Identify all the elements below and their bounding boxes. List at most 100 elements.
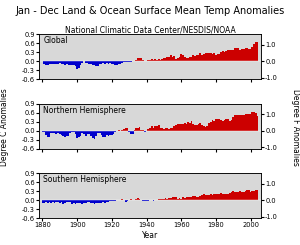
Bar — [99, 61, 100, 64]
Bar — [106, 61, 107, 63]
Bar — [102, 200, 104, 202]
Bar — [225, 51, 227, 61]
Bar — [94, 200, 95, 204]
Bar — [222, 51, 224, 61]
Bar — [178, 198, 180, 200]
Bar — [92, 131, 94, 138]
Bar — [222, 194, 224, 200]
Bar — [203, 54, 205, 61]
Bar — [206, 53, 208, 61]
Bar — [113, 200, 114, 201]
Bar — [227, 194, 229, 200]
Bar — [213, 121, 215, 131]
Bar — [75, 61, 76, 66]
Bar — [217, 119, 218, 131]
Bar — [109, 131, 111, 135]
Bar — [257, 116, 258, 131]
Bar — [253, 191, 255, 200]
Bar — [42, 131, 43, 132]
Bar — [50, 200, 52, 203]
Bar — [144, 200, 146, 201]
Bar — [85, 200, 87, 203]
Bar — [194, 125, 196, 131]
Bar — [241, 49, 243, 61]
Bar — [234, 192, 236, 200]
Bar — [163, 58, 165, 61]
Bar — [64, 61, 66, 64]
Bar — [122, 130, 123, 131]
Bar — [158, 124, 160, 131]
Bar — [45, 61, 47, 65]
Bar — [43, 200, 45, 203]
Bar — [184, 123, 186, 131]
Text: Degree C Anomalies: Degree C Anomalies — [0, 88, 9, 166]
Bar — [189, 123, 191, 131]
Bar — [210, 53, 212, 61]
Bar — [225, 194, 227, 200]
Bar — [200, 53, 201, 61]
Bar — [80, 200, 82, 203]
Bar — [232, 191, 234, 200]
Bar — [64, 131, 66, 137]
Bar — [113, 61, 114, 64]
Bar — [236, 192, 238, 200]
Bar — [59, 200, 61, 203]
Bar — [173, 197, 175, 200]
Bar — [224, 194, 225, 200]
Bar — [167, 198, 168, 200]
Bar — [165, 58, 167, 61]
Bar — [80, 131, 82, 136]
Bar — [180, 54, 182, 61]
Bar — [246, 190, 248, 200]
Bar — [201, 125, 203, 131]
Bar — [156, 60, 158, 61]
Bar — [255, 190, 257, 200]
Bar — [97, 61, 99, 66]
Bar — [238, 115, 239, 131]
Bar — [172, 57, 173, 61]
Bar — [88, 131, 90, 134]
Bar — [69, 61, 71, 65]
Bar — [225, 119, 227, 131]
Bar — [80, 61, 82, 65]
Bar — [232, 117, 234, 131]
Bar — [82, 200, 83, 204]
Bar — [243, 192, 244, 200]
Bar — [139, 58, 140, 61]
Bar — [92, 200, 94, 203]
Bar — [161, 59, 163, 61]
Bar — [167, 57, 168, 61]
Bar — [205, 53, 206, 61]
Bar — [213, 53, 215, 61]
Bar — [191, 122, 193, 131]
Bar — [95, 61, 97, 65]
Bar — [56, 131, 57, 134]
Bar — [224, 120, 225, 131]
Bar — [198, 55, 200, 61]
Bar — [248, 190, 250, 200]
Bar — [160, 60, 161, 61]
Text: National Climatic Data Center/NESDIS/NOAA: National Climatic Data Center/NESDIS/NOA… — [64, 26, 236, 35]
Bar — [69, 131, 71, 133]
Bar — [68, 61, 69, 65]
Bar — [54, 61, 56, 64]
Bar — [61, 61, 62, 64]
Bar — [253, 112, 255, 131]
Bar — [205, 195, 206, 200]
Bar — [95, 200, 97, 203]
Bar — [50, 61, 52, 64]
Bar — [43, 61, 45, 63]
Bar — [83, 200, 85, 203]
Bar — [135, 199, 137, 200]
Bar — [248, 49, 250, 61]
Bar — [186, 58, 187, 61]
Bar — [57, 200, 59, 202]
Bar — [218, 54, 220, 61]
Bar — [243, 49, 244, 61]
Bar — [78, 61, 80, 68]
Bar — [194, 56, 196, 61]
Bar — [168, 198, 170, 200]
Bar — [241, 192, 243, 200]
Bar — [114, 61, 116, 65]
Bar — [73, 200, 75, 203]
